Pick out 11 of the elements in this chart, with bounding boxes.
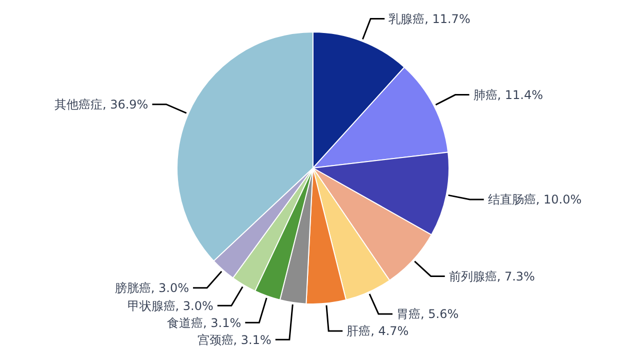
slice-label: 甲状腺癌, 3.0% <box>127 298 214 313</box>
slice-label: 其他癌症, 36.9% <box>54 98 148 112</box>
slice-label: 膀胱癌, 3.0% <box>114 281 190 296</box>
slice-label: 胃癌, 5.6% <box>396 307 459 322</box>
slice-label: 前列腺癌, 7.3% <box>448 269 535 284</box>
slice-label: 乳腺癌, 11.7% <box>388 12 470 26</box>
slice-label: 结直肠癌, 10.0% <box>488 192 582 207</box>
slice-label: 宫颈癌, 3.1% <box>197 332 272 347</box>
slice-label: 肝癌, 4.7% <box>346 324 409 338</box>
slice-label: 食道癌, 3.1% <box>167 316 242 330</box>
slice-label: 肺癌, 11.4% <box>473 88 544 102</box>
